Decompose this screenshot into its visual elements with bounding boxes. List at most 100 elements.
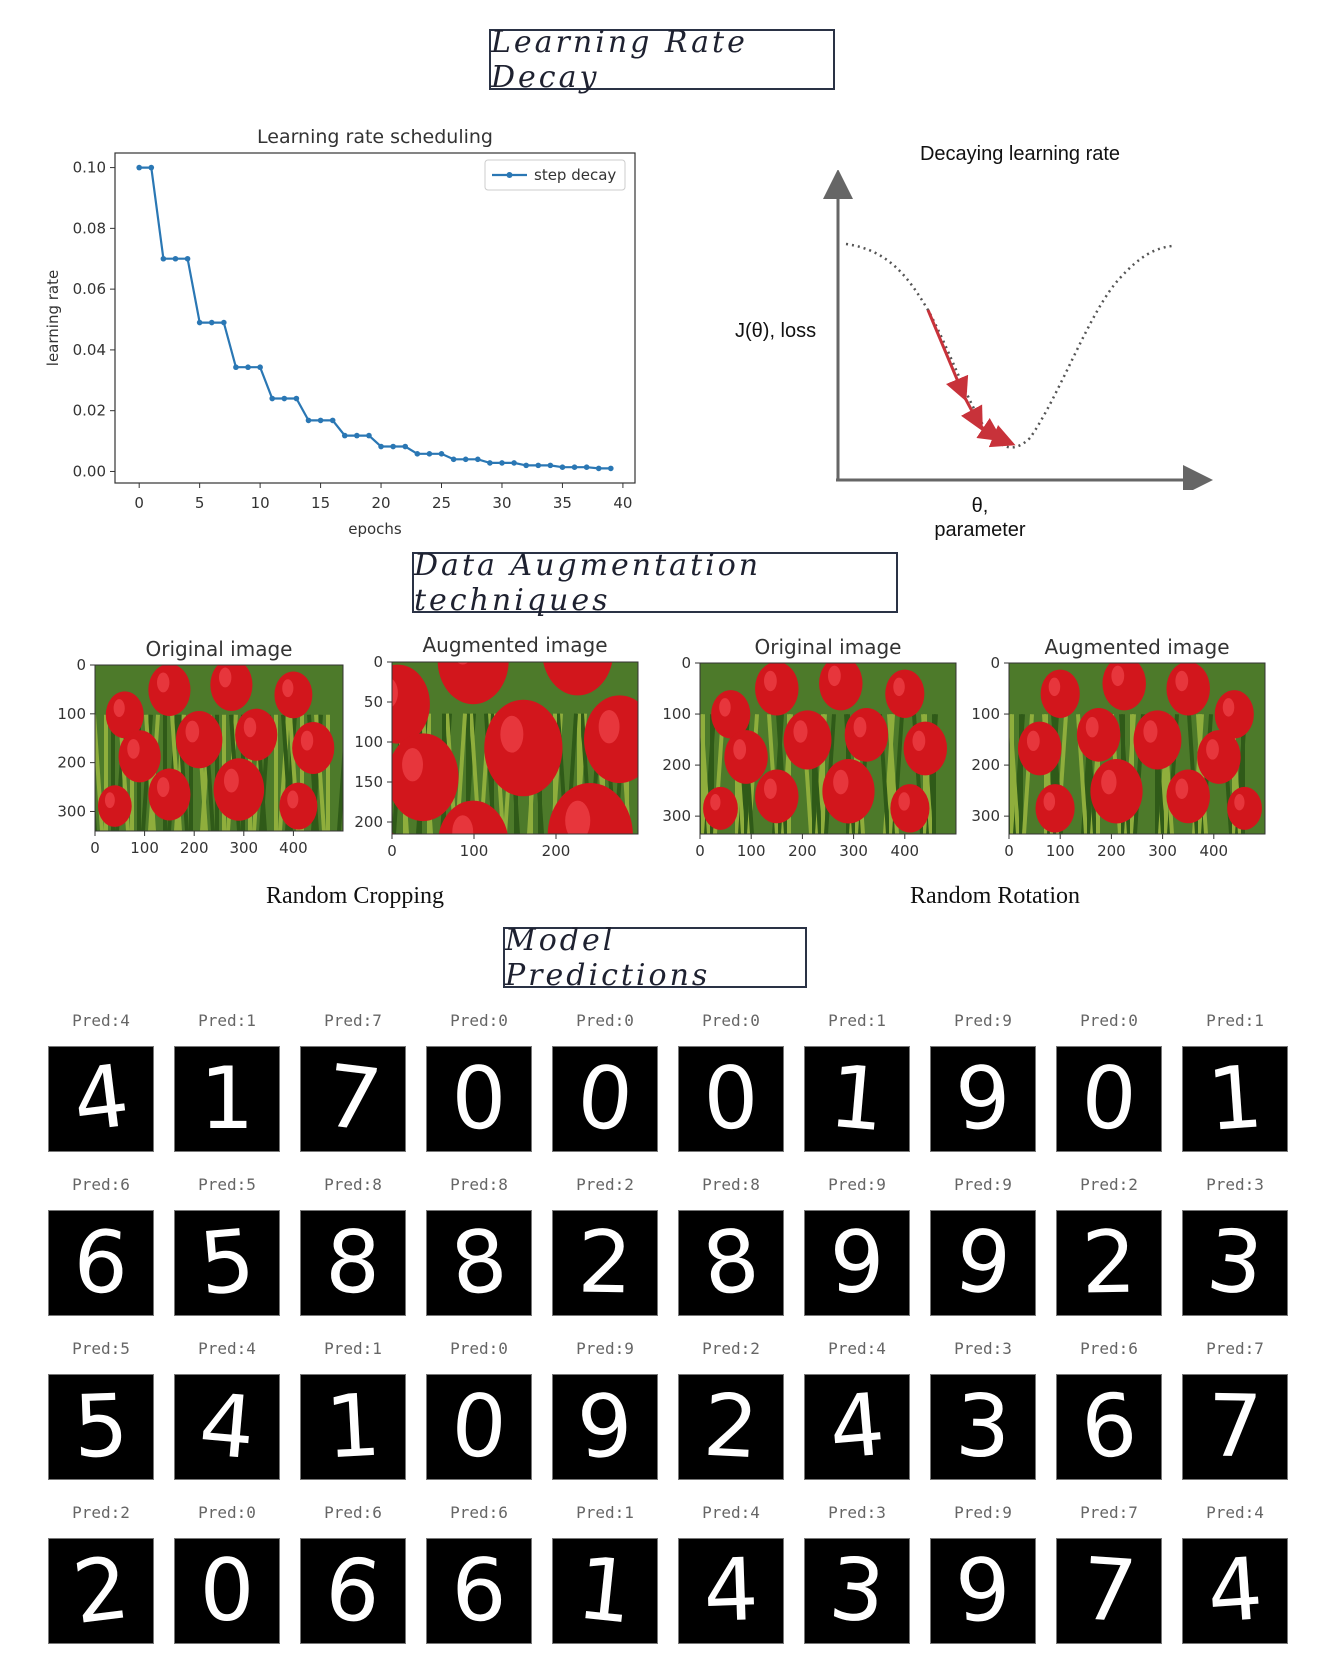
data-point <box>571 464 578 470</box>
prediction-cell: Pred:1 1 <box>174 1010 280 1152</box>
rotation-original-y-tick: 100 <box>662 705 691 723</box>
data-point <box>438 451 445 457</box>
digit-image: 7 <box>1056 1538 1162 1644</box>
digit-image: 1 <box>1182 1046 1288 1152</box>
crop-original-title: Original image <box>145 637 293 661</box>
prediction-label: Pred:9 <box>576 1339 634 1358</box>
section-title-data-augmentation: Data Augmentation techniques <box>412 548 898 618</box>
rotation-original-image <box>700 663 956 834</box>
rotation-augmented-image <box>1009 663 1265 834</box>
y-tick-label: 0.02 <box>73 402 106 420</box>
prediction-label: Pred:4 <box>702 1503 760 1522</box>
section-title-model-predictions: Model Predictions <box>503 923 807 993</box>
digit-glyph: 2 <box>67 1538 135 1644</box>
prediction-label: Pred:2 <box>576 1175 634 1194</box>
digit-glyph: 4 <box>701 1540 761 1642</box>
prediction-cell: Pred:8 8 <box>426 1174 532 1316</box>
digit-glyph: 0 <box>1078 1047 1140 1151</box>
digit-image: 1 <box>552 1538 658 1644</box>
digit-image: 1 <box>300 1374 406 1480</box>
data-point <box>221 319 227 326</box>
digit-glyph: 6 <box>71 1211 131 1315</box>
data-point <box>148 164 155 171</box>
data-point <box>523 462 529 469</box>
prediction-label: Pred:9 <box>828 1175 886 1194</box>
prediction-cell: Pred:5 5 <box>48 1338 154 1480</box>
digit-image: 6 <box>300 1538 406 1644</box>
prediction-cell: Pred:9 9 <box>552 1338 658 1480</box>
crop-augmented-title: Augmented image <box>422 633 608 657</box>
prediction-cell: Pred:9 9 <box>930 1174 1036 1316</box>
theta-axis-label: θ, parameter <box>920 494 1040 542</box>
digit-glyph: 6 <box>450 1540 508 1642</box>
prediction-cell: Pred:3 3 <box>804 1502 910 1644</box>
x-tick-label: 0 <box>134 494 144 512</box>
digit-image: 4 <box>48 1046 154 1152</box>
data-point <box>414 451 421 457</box>
digit-glyph: 3 <box>825 1538 889 1644</box>
crop-augmented-y-tick: 150 <box>354 773 383 791</box>
prediction-cell: Pred:1 1 <box>552 1502 658 1644</box>
digit-image: 1 <box>174 1046 280 1152</box>
digit-image: 9 <box>930 1538 1036 1644</box>
prediction-cell: Pred:2 2 <box>1056 1174 1162 1316</box>
prediction-label: Pred:4 <box>1206 1503 1264 1522</box>
data-point <box>535 462 542 469</box>
digit-image: 4 <box>678 1538 784 1644</box>
prediction-cell: Pred:2 2 <box>678 1338 784 1480</box>
prediction-cell: Pred:4 4 <box>678 1502 784 1644</box>
caption-random-cropping: Random Cropping <box>266 883 444 909</box>
digit-image: 0 <box>174 1538 280 1644</box>
prediction-cell: Pred:6 6 <box>426 1502 532 1644</box>
parameter-label: parameter <box>934 519 1026 541</box>
crop-original-image <box>95 665 343 831</box>
crop-augmented-image <box>392 662 638 834</box>
digit-image: 5 <box>48 1374 154 1480</box>
prediction-label: Pred:6 <box>324 1503 382 1522</box>
prediction-label: Pred:2 <box>72 1503 130 1522</box>
digit-image: 8 <box>300 1210 406 1316</box>
digit-glyph: 1 <box>1204 1047 1266 1151</box>
data-point <box>136 164 142 171</box>
theta-symbol: θ, <box>971 495 989 517</box>
digit-glyph: 8 <box>323 1212 383 1314</box>
prediction-label: Pred:4 <box>828 1339 886 1358</box>
x-tick-label: 20 <box>371 494 390 512</box>
x-tick-label: 10 <box>251 494 270 512</box>
legend: step decay <box>484 159 626 191</box>
rotation-augmented-title: Augmented image <box>1044 635 1230 659</box>
digit-image: 0 <box>678 1046 784 1152</box>
y-tick-label: 0.00 <box>73 462 106 480</box>
digit-image: 6 <box>426 1538 532 1644</box>
crop-augmented-y-tick: 0 <box>373 654 383 671</box>
digit-image: 2 <box>48 1538 154 1644</box>
prediction-label: Pred:0 <box>198 1503 256 1522</box>
descent-arrows <box>926 309 1016 448</box>
prediction-cell: Pred:1 1 <box>804 1010 910 1152</box>
step-chart-title: Learning rate scheduling <box>257 126 493 148</box>
rotation-original-y-tick: 0 <box>681 655 691 672</box>
digit-image: 2 <box>1056 1210 1162 1316</box>
digit-image: 6 <box>48 1210 154 1316</box>
digit-glyph: 2 <box>1080 1212 1138 1314</box>
digit-glyph: 0 <box>701 1048 761 1150</box>
digit-glyph: 4 <box>195 1374 259 1480</box>
crop-augmented-x-tick: 100 <box>460 842 489 860</box>
digit-glyph: 8 <box>446 1210 512 1316</box>
digit-image: 1 <box>804 1046 910 1152</box>
digit-image: 9 <box>552 1374 658 1480</box>
prediction-label: Pred:3 <box>828 1503 886 1522</box>
crop-augmented-x-tick: 200 <box>542 842 571 860</box>
digit-image: 4 <box>804 1374 910 1480</box>
prediction-label: Pred:0 <box>450 1339 508 1358</box>
data-point <box>402 443 409 450</box>
x-tick-label: 30 <box>492 494 511 512</box>
prediction-cell: Pred:3 3 <box>930 1338 1036 1480</box>
data-point <box>269 395 276 402</box>
prediction-label: Pred:3 <box>954 1339 1012 1358</box>
prediction-label: Pred:6 <box>72 1175 130 1194</box>
prediction-cell: Pred:4 4 <box>174 1338 280 1480</box>
prediction-cell: Pred:2 2 <box>48 1502 154 1644</box>
prediction-label: Pred:4 <box>72 1011 130 1030</box>
